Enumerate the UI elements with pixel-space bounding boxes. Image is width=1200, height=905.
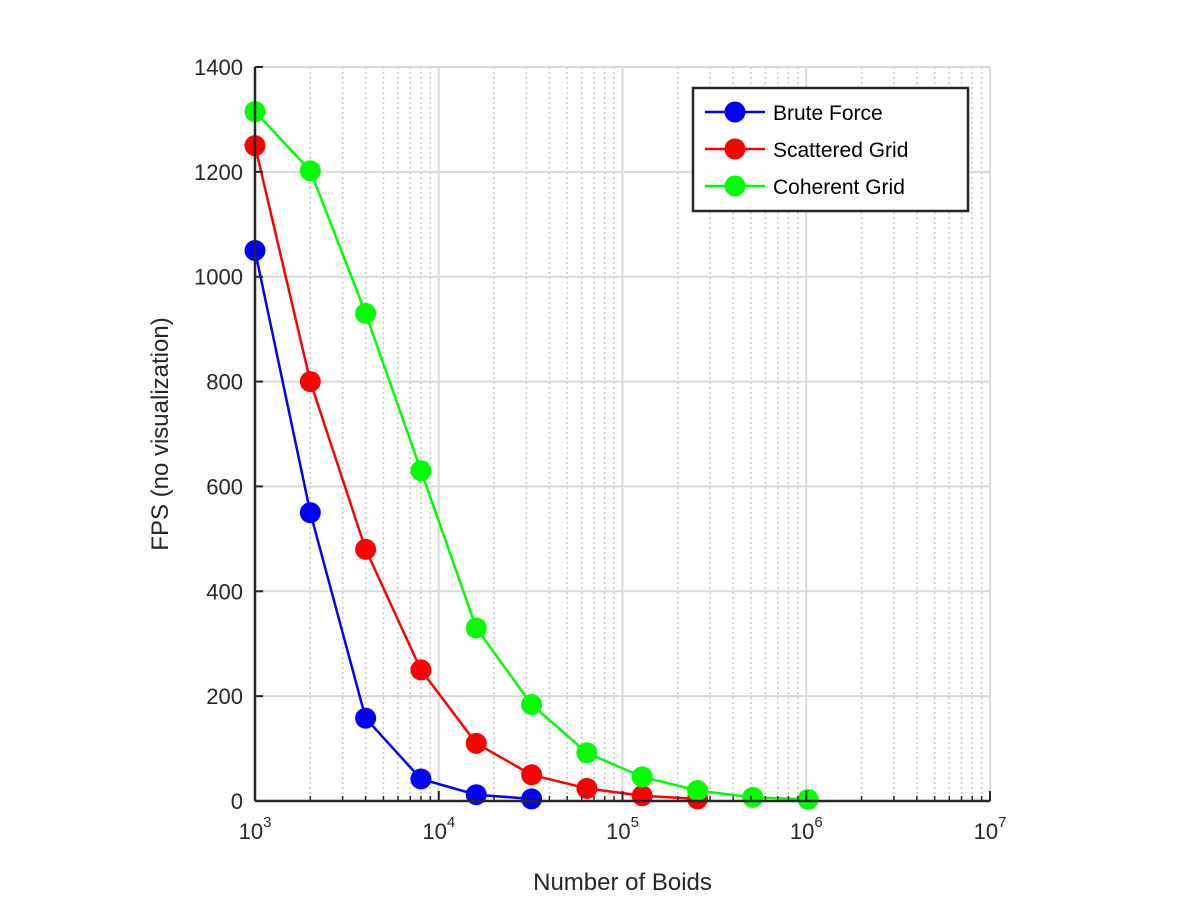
data-point: [299, 160, 321, 182]
series-coherent-grid: [244, 101, 819, 810]
data-point: [742, 786, 764, 808]
x-tick-label: 106: [790, 814, 823, 844]
x-axis-label: Number of Boids: [533, 869, 712, 896]
legend-marker: [724, 175, 746, 197]
data-point: [465, 617, 487, 639]
data-point: [355, 707, 377, 729]
data-point: [410, 768, 432, 790]
data-point: [687, 780, 709, 802]
legend-marker: [724, 138, 746, 160]
data-point: [410, 659, 432, 681]
y-tick-label: 800: [206, 370, 243, 395]
series-scattered-grid: [244, 135, 709, 810]
legend-item: Scattered Grid: [705, 138, 908, 162]
data-point: [631, 766, 653, 788]
legend-marker: [724, 101, 746, 123]
data-point: [410, 460, 432, 482]
legend-label: Scattered Grid: [773, 139, 908, 162]
y-tick-label: 400: [206, 579, 243, 604]
tick-labels: 0 200 400 600 800 1000 1200 1400 103 104 105 106 107: [194, 55, 1006, 844]
x-tick-label: 103: [239, 814, 272, 844]
legend: Brute Force Scattered Grid Coherent Grid: [691, 86, 970, 213]
data-point: [521, 788, 543, 810]
data-point: [576, 777, 598, 799]
y-tick-label: 200: [206, 684, 243, 709]
data-point: [465, 732, 487, 754]
legend-item: Coherent Grid: [705, 175, 905, 199]
legend-label: Coherent Grid: [773, 176, 905, 199]
data-point: [299, 502, 321, 524]
data-point: [521, 694, 543, 716]
plot-series: [244, 101, 819, 810]
data-point: [797, 788, 819, 810]
data-point: [355, 302, 377, 324]
axes: [253, 66, 991, 803]
y-tick-label: 0: [231, 789, 243, 814]
legend-item: Brute Force: [705, 101, 883, 125]
y-tick-label: 1000: [194, 265, 243, 290]
y-tick-label: 1200: [194, 160, 243, 185]
x-tick-label: 104: [422, 814, 455, 844]
data-point: [576, 742, 598, 764]
series-line: [253, 250, 532, 801]
data-point: [631, 785, 653, 807]
y-tick-label: 1400: [194, 55, 243, 80]
data-point: [355, 538, 377, 560]
y-axis-label: FPS (no visualization): [147, 317, 174, 550]
x-tick-label: 107: [974, 814, 1007, 844]
x-tick-label: 105: [606, 814, 639, 844]
data-point: [299, 371, 321, 393]
series-brute-force: [244, 240, 543, 810]
series-line: [253, 145, 698, 801]
legend-label: Brute Force: [773, 102, 883, 125]
y-tick-label: 600: [206, 474, 243, 499]
data-point: [521, 764, 543, 786]
